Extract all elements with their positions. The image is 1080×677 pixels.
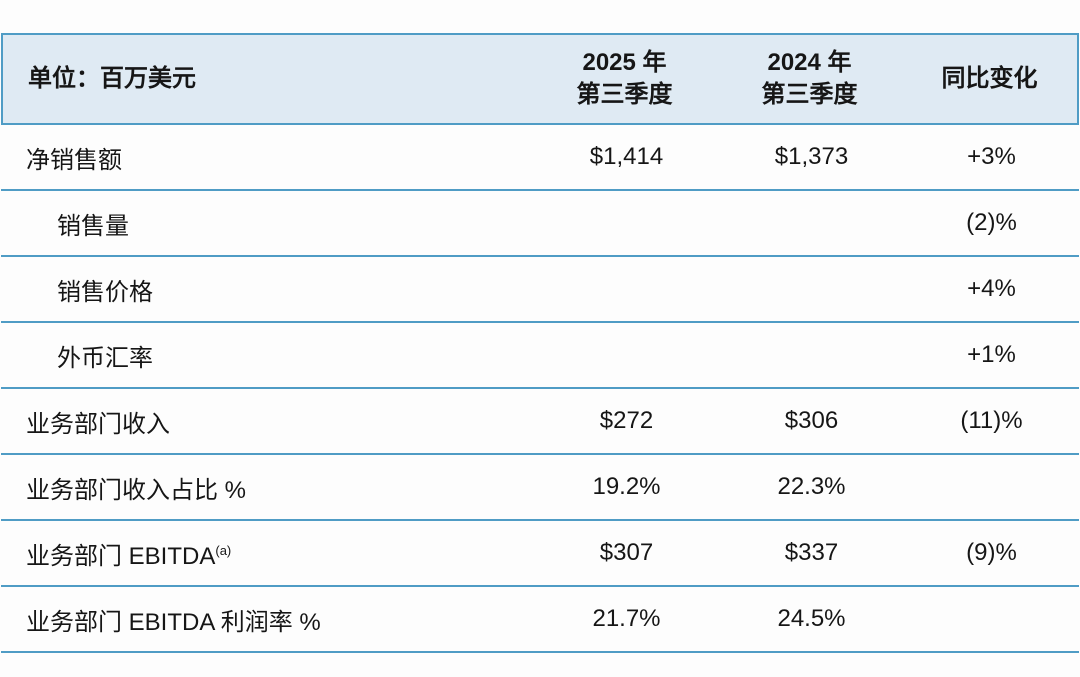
row-label: 业务部门收入 (26, 410, 170, 438)
row-label: 销售价格 (57, 278, 153, 306)
table-row-fx: 外币汇率 +1% (1, 323, 1079, 389)
value-2025: $272 (599, 407, 654, 434)
table-row-segment-income: 业务部门收入 $272 $306 (11)% (1, 389, 1079, 455)
value-2025: $1,414 (589, 143, 664, 170)
value-yoy: +4% (967, 275, 1016, 302)
header-2025-line1: 2025 年 (582, 49, 667, 76)
value-yoy: (11)% (960, 407, 1023, 434)
row-label: 业务部门收入占比 % (26, 476, 247, 504)
table-row-sales-price: 销售价格 +4% (1, 257, 1079, 323)
financial-summary-table: 单位：百万美元 2025 年 第三季度 2024 年 第三季度 同比变化 净销售… (1, 33, 1079, 653)
value-2024: 24.5% (777, 605, 846, 632)
footnote-marker: (a) (215, 542, 232, 558)
table-header-row: 单位：百万美元 2025 年 第三季度 2024 年 第三季度 同比变化 (1, 33, 1079, 125)
row-label: 业务部门 EBITDA 利润率 % (26, 608, 321, 636)
row-label: 净销售额 (26, 146, 122, 174)
value-2024: $1,373 (774, 143, 849, 170)
value-yoy: +1% (967, 341, 1016, 368)
header-col-2025-q3: 2025 年 第三季度 (532, 47, 717, 111)
table-row-net-sales: 净销售额 $1,414 $1,373 +3% (1, 125, 1079, 191)
row-label: 业务部门 EBITDA(a) (26, 542, 232, 570)
value-2025: 21.7% (592, 605, 661, 632)
header-2024-line2: 第三季度 (761, 81, 858, 108)
value-yoy: (2)% (966, 209, 1017, 236)
value-2025: 19.2% (592, 473, 661, 500)
header-col-2024-q3: 2024 年 第三季度 (717, 47, 902, 111)
header-col-yoy: 同比变化 (941, 65, 1038, 92)
table-row-segment-ebitda-margin: 业务部门 EBITDA 利润率 % 21.7% 24.5% (1, 587, 1079, 653)
table-row-segment-income-margin: 业务部门收入占比 % 19.2% 22.3% (1, 455, 1079, 521)
value-yoy: +3% (967, 143, 1016, 170)
header-unit-label: 单位：百万美元 (28, 65, 196, 92)
value-yoy: (9)% (966, 539, 1017, 566)
header-2025-line2: 第三季度 (576, 81, 673, 108)
header-2024-line1: 2024 年 (767, 49, 852, 76)
row-label: 外币汇率 (57, 344, 153, 372)
value-2024: $337 (784, 539, 839, 566)
row-label: 销售量 (57, 212, 129, 240)
table-row-segment-ebitda: 业务部门 EBITDA(a) $307 $337 (9)% (1, 521, 1079, 587)
value-2024: 22.3% (777, 473, 846, 500)
value-2024: $306 (784, 407, 839, 434)
table-row-sales-volume: 销售量 (2)% (1, 191, 1079, 257)
value-2025: $307 (599, 539, 654, 566)
